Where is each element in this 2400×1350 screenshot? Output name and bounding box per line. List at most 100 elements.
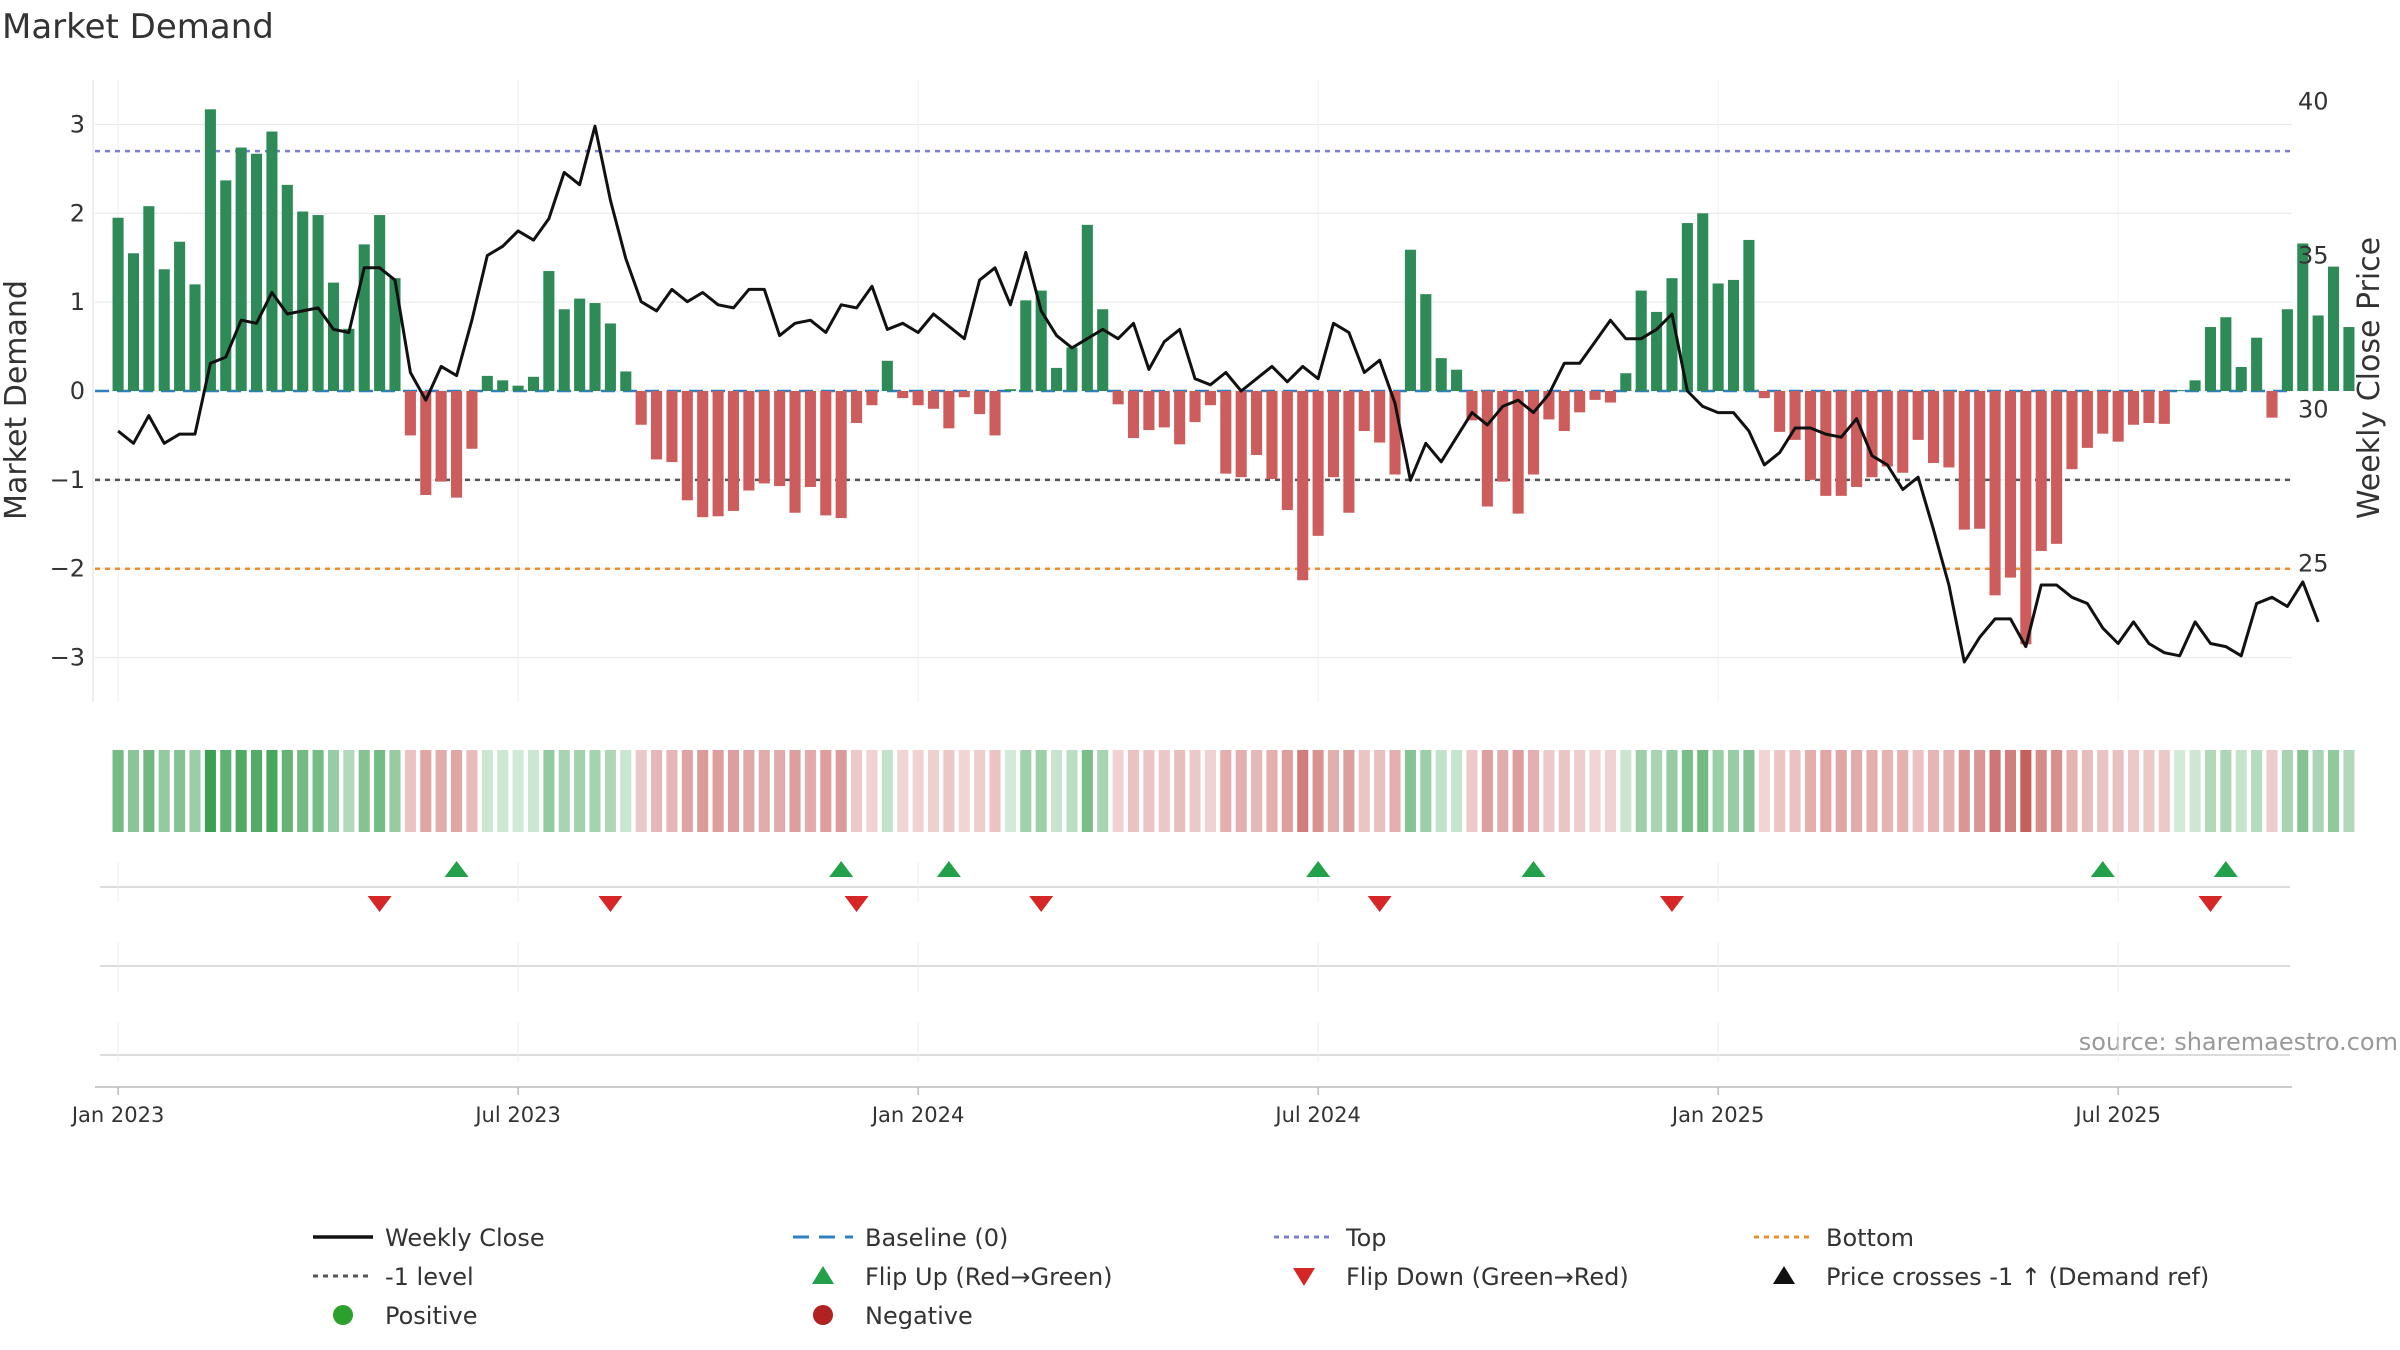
demand-bar (343, 328, 355, 391)
demand-heat-strip (112, 750, 2355, 832)
x-tick-label: Jul 2024 (1273, 1103, 1360, 1127)
demand-bar (1204, 391, 1216, 406)
strip-cell (143, 750, 155, 832)
strip-cell (1297, 750, 1309, 832)
demand-bar (1251, 391, 1263, 455)
demand-bar (281, 184, 293, 391)
flip-up-marker (1306, 861, 1331, 877)
demand-bar (1281, 391, 1293, 511)
strip-cell (804, 750, 816, 832)
strip-cell (127, 750, 140, 832)
strip-cell (835, 750, 847, 832)
demand-bar (866, 391, 878, 406)
strip-cell (327, 750, 340, 832)
strip-cell (1451, 750, 1463, 832)
strip-cell (251, 750, 263, 832)
strip-cell (481, 750, 493, 832)
demand-bar (174, 241, 186, 391)
strip-cell (1051, 750, 1063, 832)
strip-cell (235, 750, 247, 832)
strip-cell (1743, 750, 1755, 832)
demand-bar (2312, 315, 2324, 391)
demand-bar (712, 391, 724, 517)
demand-bar (1651, 311, 1663, 391)
strip-cell (2004, 750, 2016, 832)
strip-cell (943, 750, 955, 832)
legend-item: Top (1274, 1224, 1387, 1252)
strip-cell (1512, 750, 1524, 832)
demand-bar (312, 215, 324, 391)
demand-bar (1574, 391, 1586, 413)
demand-bar (558, 309, 570, 391)
demand-bar (604, 323, 616, 391)
demand-bar (1958, 391, 1970, 530)
demand-bar (512, 385, 524, 391)
strip-cell (420, 750, 432, 832)
flip-down-marker (1029, 896, 1054, 912)
strip-cell (1066, 750, 1078, 832)
strip-cell (297, 750, 309, 832)
weekly-close-line (117, 124, 2320, 664)
flip-up-marker (2090, 861, 2115, 877)
y-right-tick-label: 25 (2298, 549, 2329, 577)
strip-cell (1589, 750, 1601, 832)
strip-cell (1666, 750, 1678, 832)
chart-title: Market Demand (2, 7, 274, 47)
strip-cell (1127, 750, 1140, 832)
demand-bar (651, 391, 663, 460)
demand-bar (1635, 290, 1647, 391)
y-left-tick-label: 1 (70, 288, 85, 316)
flip-down-marker (367, 896, 392, 912)
demand-bar (1312, 391, 1324, 536)
demand-bar (1081, 224, 1093, 391)
demand-bar (1020, 300, 1032, 391)
strip-cell (1851, 750, 1863, 832)
demand-bar (204, 109, 216, 391)
legend: Weekly Close Baseline (0) Top Bottom -1 leve… (313, 1224, 2209, 1330)
demand-bar (1558, 391, 1570, 431)
strip-cell (204, 750, 216, 832)
demand-bar (1404, 249, 1416, 391)
strip-cell (958, 750, 970, 832)
demand-bar (1866, 391, 1878, 478)
demand-bar (1620, 373, 1632, 391)
demand-bar (143, 206, 155, 391)
y-right-tick-label: 35 (2298, 242, 2329, 270)
demand-bar (1727, 279, 1740, 391)
demand-bar (804, 391, 816, 487)
demand-bar (1943, 391, 1955, 468)
legend-item: Positive (333, 1302, 478, 1330)
flip-down-marker (2198, 896, 2223, 912)
strip-cell (1174, 750, 1186, 832)
strip-cell (697, 750, 709, 832)
demand-bar (2343, 327, 2355, 391)
y-axis-right-title: Weekly Close Price (2352, 237, 2387, 519)
strip-cell (2266, 750, 2278, 832)
demand-bar (327, 282, 340, 391)
demand-bar (1497, 391, 1509, 482)
demand-bars (112, 109, 2355, 645)
legend-label: Flip Up (Red→Green) (865, 1263, 1113, 1291)
strip-cell (451, 750, 463, 832)
demand-bar (697, 391, 709, 518)
demand-bar (1481, 391, 1493, 507)
demand-bar (912, 391, 924, 406)
flip-up-marker (2213, 861, 2238, 877)
demand-bar (989, 391, 1001, 436)
demand-bar (1235, 391, 1247, 478)
strip-cell (543, 750, 555, 832)
demand-bar (743, 391, 755, 491)
demand-bar (881, 360, 893, 391)
demand-bar (774, 391, 786, 487)
demand-bar (1881, 391, 1893, 467)
flip-up-marker (936, 861, 961, 877)
strip-cell (1866, 750, 1878, 832)
demand-bar (266, 131, 278, 391)
strip-cell (681, 750, 693, 832)
strip-cell (1897, 750, 1909, 832)
demand-bar (958, 391, 970, 398)
demand-bar (1097, 309, 1109, 391)
demand-bar (1743, 239, 1755, 391)
strip-cell (1097, 750, 1109, 832)
